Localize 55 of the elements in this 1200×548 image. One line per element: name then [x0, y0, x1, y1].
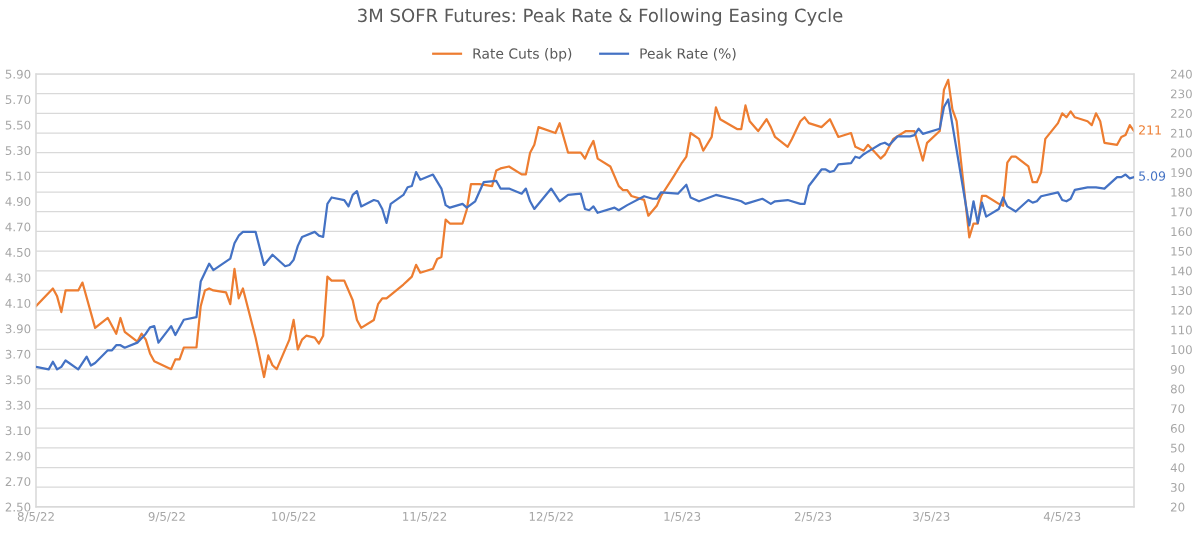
y-tick-label: 4.90: [5, 197, 31, 206]
y-tick-label: 3.50: [5, 375, 31, 385]
y2-tick-label: 170: [1171, 207, 1192, 217]
x-tick-label: 4/5/23: [1043, 511, 1081, 522]
y-tick-label: 4.10: [5, 298, 31, 308]
y-tick-label: 3.70: [5, 349, 31, 359]
x-tick-label: 11/5/22: [403, 511, 447, 522]
y2-tick-label: 40: [1170, 463, 1185, 473]
y2-tick-label: 20: [1170, 502, 1185, 512]
y2-tick-label: 220: [1170, 109, 1192, 118]
y2-tick-label: 140: [1171, 266, 1192, 276]
y-tick-label: 2.90: [5, 451, 31, 461]
y2-tick-label: 200: [1170, 148, 1192, 158]
x-tick-label: 12/5/22: [529, 511, 573, 522]
y-tick-label: 5.10: [5, 171, 31, 181]
y2-tick-label: 50: [1171, 443, 1185, 453]
y-tick-label: 4.30: [5, 273, 31, 283]
y2-tick-label: 230: [1170, 89, 1192, 99]
y-tick-label: 4.70: [5, 222, 31, 232]
y-tick-label: 5.50: [5, 120, 31, 130]
y2-tick-label: 190: [1171, 168, 1192, 178]
y2-tick-label: 70: [1171, 404, 1185, 414]
y2-tick-label: 240: [1170, 69, 1192, 79]
y-tick-label: 5.90: [5, 69, 31, 79]
x-tick-label: 1/5/23: [664, 511, 701, 522]
y2-tick-label: 210: [1170, 128, 1192, 138]
y-tick-label: 3.10: [5, 426, 31, 436]
legend-label: Rate Cuts (bp): [473, 48, 572, 62]
y2-tick-label: 180: [1171, 187, 1192, 197]
y-tick-label: 2.70: [5, 477, 31, 487]
y2-tick-label: 90: [1170, 364, 1185, 374]
y-tick-label: 3.90: [5, 324, 31, 334]
x-tick-label: 9/5/22: [148, 511, 185, 522]
y2-tick-label: 120: [1171, 305, 1192, 315]
y-tick-label: 4.50: [5, 247, 31, 257]
y2-tick-label: 110: [1171, 325, 1192, 335]
data-label: 5.09: [1139, 171, 1166, 181]
x-tick-label: 8/5/22: [17, 511, 54, 522]
y2-tick-label: 130: [1171, 286, 1192, 296]
y-tick-label: 3.30: [5, 400, 31, 410]
chart-title: 3M SOFR Futures: Peak Rate & Following Easing Cycle: [358, 8, 843, 26]
x-tick-label: 10/5/22: [272, 511, 316, 522]
y2-tick-label: 160: [1171, 227, 1192, 237]
legend-label: Peak Rate (%): [640, 48, 736, 61]
data-label: 211: [1139, 125, 1161, 135]
y2-tick-label: 30: [1171, 482, 1185, 492]
y2-tick-label: 80: [1170, 384, 1185, 394]
y-tick-label: 2.50: [5, 502, 31, 512]
y2-tick-label: 100: [1171, 345, 1192, 355]
y2-tick-label: 60: [1170, 423, 1185, 433]
y2-tick-label: 150: [1171, 246, 1192, 256]
x-tick-label: 3/5/23: [913, 511, 950, 522]
y-tick-label: 5.70: [5, 95, 31, 105]
x-tick-label: 2/5/23: [794, 511, 832, 522]
y-tick-label: 5.30: [5, 146, 31, 156]
